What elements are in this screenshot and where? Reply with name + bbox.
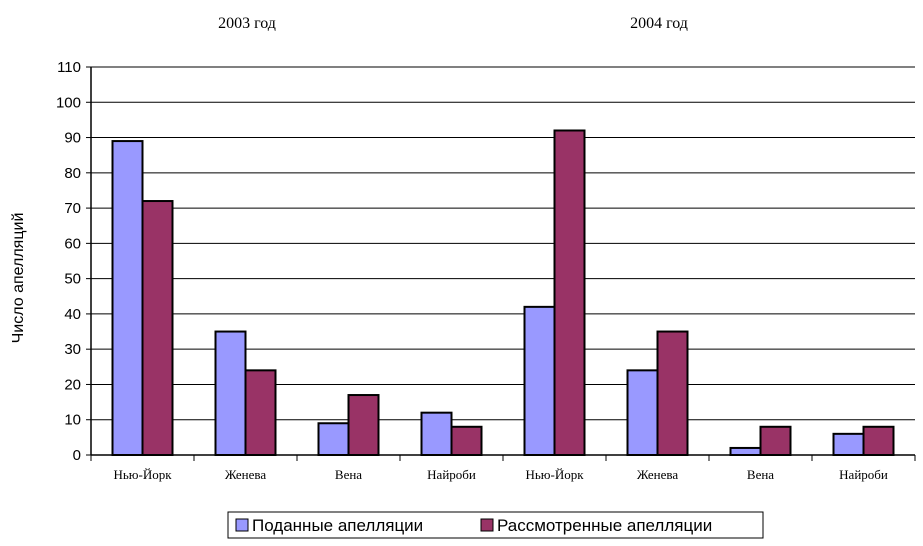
legend-swatch [480, 518, 494, 532]
bar-reviewed [347, 394, 380, 457]
bar-reviewed [656, 330, 689, 456]
y-tick-label: 80 [64, 165, 81, 182]
x-tick-label: Вена [747, 467, 774, 482]
x-tick-label: Нью-Йорк [525, 467, 584, 482]
labels: 0 10 20 30 40 50 60 70 80 90 100 110 Нью-Йорк Женева В… [56, 15, 888, 482]
bar-submitted [832, 432, 865, 457]
y-tick-label: 50 [64, 271, 81, 288]
y-tick-label: 100 [56, 94, 81, 111]
legend-swatch [235, 518, 249, 532]
bar-submitted [111, 140, 144, 456]
bar-reviewed [553, 129, 586, 456]
legend-entry: Рассмотренные апелляции [497, 516, 712, 535]
axes [86, 66, 916, 461]
bar-submitted [420, 411, 453, 457]
x-tick-label: Женева [637, 467, 678, 482]
bar-submitted [317, 422, 350, 457]
legend-entry: Поданные апелляции [252, 516, 423, 535]
bar-reviewed [759, 425, 792, 457]
legend-box [227, 511, 764, 539]
y-tick-label: 40 [64, 306, 81, 323]
bar-submitted [214, 330, 247, 456]
bar-submitted [729, 446, 762, 457]
y-axis-label: Число апелляций [10, 213, 27, 344]
x-tick-label: Найроби [839, 467, 888, 482]
y-tick-label: 110 [57, 59, 81, 76]
x-tick-label: Женева [225, 467, 266, 482]
y-tick-label: 20 [64, 376, 81, 393]
group-label: 2004 год [630, 15, 688, 32]
legend: Поданные апелляции Рассмотренные апелляци… [227, 511, 764, 539]
bar-reviewed [862, 425, 895, 457]
bar-submitted [626, 369, 659, 457]
bars [111, 129, 895, 457]
y-tick-label: 90 [64, 130, 81, 147]
bar-submitted [523, 305, 556, 457]
y-tick-label: 30 [64, 341, 81, 358]
y-tick-label: 70 [64, 200, 81, 217]
x-tick-label: Найроби [427, 467, 476, 482]
bar-reviewed [244, 369, 277, 457]
group-label: 2003 год [218, 15, 276, 32]
bar-reviewed [141, 200, 174, 456]
x-tick-label: Вена [335, 467, 362, 482]
bar-reviewed [450, 425, 483, 457]
y-tick-label: 0 [73, 447, 81, 464]
y-tick-label: 10 [64, 412, 81, 429]
x-tick-label: Нью-Йорк [113, 467, 172, 482]
y-tick-label: 60 [64, 235, 81, 252]
